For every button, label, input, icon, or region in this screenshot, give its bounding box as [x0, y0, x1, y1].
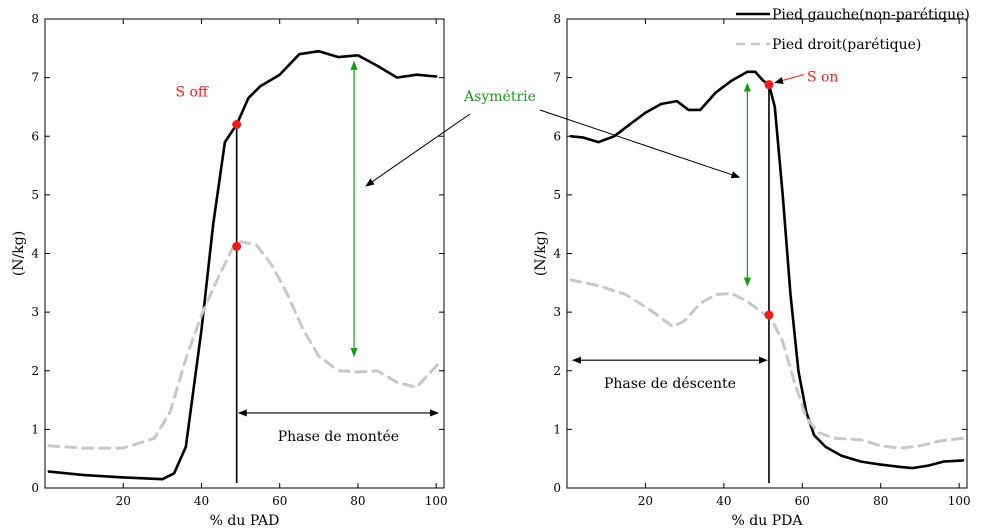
asymmetry-pointer-left: [365, 113, 471, 187]
left-xtick-label: 20: [116, 494, 131, 508]
right-xtick-label: 40: [716, 494, 731, 508]
left-xtick-label: 40: [194, 494, 209, 508]
right-series-right-foot-line: [569, 278, 965, 450]
right-ytick-label: 1: [553, 422, 561, 436]
right-xtick-label: 60: [795, 494, 810, 508]
right-chart-panel: 0 1 2 3 4 5 6 7 8 20 40 60 80 100 % du PDA (N/kg) S o…: [533, 12, 971, 529]
asymmetry-annotation: Asymétrie: [365, 89, 741, 187]
right-ytick-label: 7: [553, 71, 561, 85]
legend-label-right-foot: Pied droit(parétique): [772, 37, 921, 53]
right-phase-label: Phase de déscente: [604, 376, 736, 392]
asymmetry-label: Asymétrie: [463, 89, 536, 105]
left-event-marker-right-foot: [232, 241, 242, 251]
left-xtick-label: 80: [350, 494, 365, 508]
left-ytick-label: 2: [31, 364, 39, 378]
right-ytick-label: 6: [553, 129, 561, 143]
left-ytick-label: 5: [31, 188, 39, 202]
left-x-axis-label: % du PAD: [210, 513, 280, 529]
right-axes-frame: [566, 18, 968, 489]
left-event-label: S off: [175, 85, 208, 101]
right-ytick-label: 8: [553, 12, 561, 26]
left-xtick-label: 60: [272, 494, 287, 508]
right-event-marker-left-foot: [764, 80, 774, 90]
right-x-axis-label: % du PDA: [732, 513, 804, 529]
left-ytick-label: 3: [31, 305, 39, 319]
legend-label-left-foot: Pied gauche(non-parétique): [772, 7, 970, 23]
left-chart-panel: 0 1 2 3 4 5 6 7 8 20 40 60 80 100 % du PAD (N/kg) S o…: [11, 12, 448, 529]
right-event-marker-right-foot: [764, 310, 774, 320]
left-ytick-label: 7: [31, 71, 39, 85]
left-event-marker-left-foot: [232, 120, 242, 130]
right-plot-content: [569, 70, 965, 483]
left-plot-content: [47, 49, 442, 483]
right-event-label: S on: [807, 70, 839, 86]
left-ytick-label: 1: [31, 422, 39, 436]
left-ytick-label: 6: [31, 129, 39, 143]
right-ticks: 0 1 2 3 4 5 6 7 8 20 40 60 80 100: [553, 12, 970, 508]
right-y-axis-label: (N/kg): [533, 231, 549, 276]
right-ytick-label: 5: [553, 188, 561, 202]
right-series-left-foot-line: [569, 70, 965, 470]
left-axes-frame: [44, 18, 445, 489]
left-phase-label: Phase de montée: [278, 429, 399, 445]
right-xtick-label: 20: [638, 494, 653, 508]
right-ytick-label: 3: [553, 305, 561, 319]
left-y-axis-label: (N/kg): [11, 231, 27, 276]
right-ytick-label: 2: [553, 364, 561, 378]
right-xtick-label: 100: [948, 494, 971, 508]
left-series-left-foot-line: [47, 49, 438, 481]
right-ytick-label: 4: [553, 247, 561, 261]
left-ytick-label: 4: [31, 247, 39, 261]
legend: Pied gauche(non-parétique) Pied droit(pa…: [736, 7, 970, 53]
asymmetry-pointer-right: [539, 109, 741, 179]
left-ticks: 0 1 2 3 4 5 6 7 8 20 40 60 80 100: [31, 12, 447, 508]
left-xtick-label: 100: [425, 494, 448, 508]
left-ytick-label: 8: [31, 12, 39, 26]
left-series-right-foot-line: [47, 240, 442, 450]
left-ytick-label: 0: [31, 481, 39, 495]
right-ytick-label: 0: [553, 481, 561, 495]
right-event-pointer: [774, 74, 805, 84]
right-xtick-label: 80: [873, 494, 888, 508]
